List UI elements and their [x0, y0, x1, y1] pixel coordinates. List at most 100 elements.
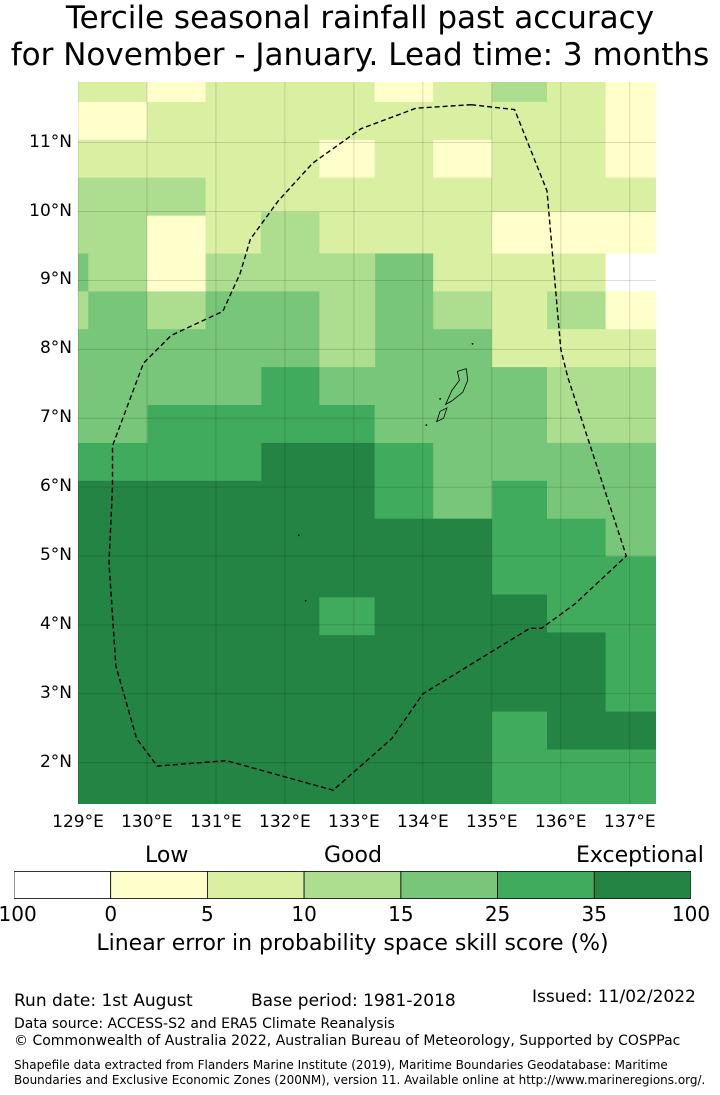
- grid-cell: [205, 290, 320, 330]
- shapefile-credit-line1: Shapefile data extracted from Flanders M…: [14, 1058, 668, 1072]
- grid-cell: [319, 252, 376, 292]
- longitude-label: 135°E: [465, 812, 518, 832]
- grid-cell: [374, 518, 493, 804]
- grid-cell: [433, 442, 493, 519]
- grid-cell: [147, 480, 217, 804]
- grid-cell: [605, 711, 656, 750]
- grid-cell: [491, 631, 548, 712]
- copyright: © Commonwealth of Australia 2022, Austra…: [14, 1033, 681, 1049]
- grid-cell: [319, 404, 376, 443]
- grid-cell: [491, 82, 548, 102]
- colorbar-label: Linear error in probability space skill …: [96, 931, 609, 956]
- grid-cell: [78, 290, 89, 330]
- islet-dot: [471, 342, 474, 345]
- grid-cell: [433, 139, 493, 178]
- grid-cell: [147, 404, 217, 481]
- latitude-label: 9°N: [39, 269, 72, 290]
- category-exceptional-label: Exceptional: [576, 843, 704, 868]
- grid-cell: [319, 139, 376, 178]
- colorbar-segment: [497, 871, 595, 899]
- grid-cell: [205, 252, 320, 292]
- longitude-label: 134°E: [397, 812, 449, 832]
- grid-cell: [547, 442, 607, 481]
- colorbar-segment: [206, 871, 305, 899]
- grid-cell: [260, 366, 320, 443]
- grid-cell: [605, 139, 656, 178]
- map-title: Tercile seasonal rainfall past accuracy …: [0, 0, 720, 74]
- grid-cell: [491, 593, 548, 633]
- colorbar-segment: [303, 871, 402, 899]
- island-outline: [444, 368, 469, 406]
- grid-cell: [605, 252, 656, 292]
- grid-cell: [260, 442, 320, 804]
- grid-cell: [491, 139, 607, 178]
- colorbar-segment: [110, 871, 208, 899]
- map-title-line1: Tercile seasonal rainfall past accuracy: [65, 0, 655, 36]
- latitude-label: 3°N: [39, 682, 72, 703]
- grid-cell: [215, 480, 262, 804]
- latitude-label: 7°N: [39, 407, 72, 428]
- grid-cell: [78, 480, 148, 804]
- grid-cell: [260, 177, 656, 213]
- grid-cell: [605, 748, 656, 804]
- grid-cell: [319, 366, 376, 405]
- grid-cell: [78, 139, 148, 178]
- issued-date: Issued: 11/02/2022: [532, 987, 696, 1007]
- grid-cell: [491, 290, 548, 368]
- grid-cell: [605, 442, 656, 557]
- grid-cell: [319, 635, 376, 804]
- run-date: Run date: 1st August: [14, 991, 193, 1011]
- data-source: Data source: ACCESS-S2 and ERA5 Climate …: [14, 1016, 395, 1032]
- base-period: Base period: 1981-2018: [251, 991, 456, 1011]
- grid-cell: [433, 252, 607, 292]
- grid-cell: [147, 290, 207, 330]
- grid-cell: [433, 82, 493, 102]
- grid-cell: [491, 211, 656, 216]
- grid-cell: [78, 82, 148, 102]
- grid-cell: [491, 366, 548, 481]
- colorbar-segment: [14, 871, 112, 899]
- longitude-label: 137°E: [603, 812, 656, 832]
- grid-cell: [78, 101, 148, 140]
- colorbar-tick-label: 100: [671, 902, 711, 926]
- grid-cell: [205, 82, 376, 102]
- grid-cell: [605, 556, 656, 712]
- colorbar-tick-label: 5: [201, 902, 214, 926]
- category-low-label: Low: [145, 843, 189, 868]
- colorbar-tick-label: -100: [0, 902, 37, 926]
- grid-cell: [260, 328, 320, 368]
- grid-cell: [374, 82, 434, 102]
- colorbar-tick-label: 10: [291, 902, 317, 926]
- map-graticule: [78, 82, 656, 804]
- latitude-label: 11°N: [29, 131, 72, 152]
- grid-cell: [319, 328, 376, 368]
- grid-cell: [547, 480, 607, 519]
- grid-cell: [374, 139, 434, 178]
- eez-boundary: [108, 104, 628, 791]
- longitude-label: 133°E: [328, 812, 380, 832]
- grid-cell: [491, 215, 656, 254]
- colorbar-tick-label: 25: [484, 902, 511, 926]
- latitude-label: 4°N: [39, 613, 72, 634]
- islet-dot: [304, 599, 307, 602]
- latitude-label: 10°N: [29, 200, 72, 221]
- colorbar-tick-label: 0: [104, 902, 118, 926]
- islet-dot: [297, 534, 300, 537]
- grid-cell: [215, 404, 262, 481]
- shapefile-credit-line2: Boundaries and Exclusive Economic Zones …: [14, 1073, 706, 1087]
- grid-cell: [605, 82, 656, 102]
- skill-map: [78, 82, 656, 804]
- grid-cell: [319, 211, 493, 254]
- grid-cell: [78, 177, 207, 216]
- longitude-label: 132°E: [259, 812, 311, 832]
- grid-cell: [205, 177, 262, 216]
- grid-cell: [260, 211, 320, 254]
- grid-cell: [433, 290, 493, 330]
- longitude-label: 136°E: [534, 812, 587, 832]
- grid-cell: [319, 442, 376, 598]
- colorbar-segment: [593, 871, 691, 899]
- category-good-label: Good: [324, 843, 382, 868]
- grid-cell: [78, 328, 148, 443]
- grid-cell: [319, 597, 376, 636]
- grid-cell: [605, 290, 656, 330]
